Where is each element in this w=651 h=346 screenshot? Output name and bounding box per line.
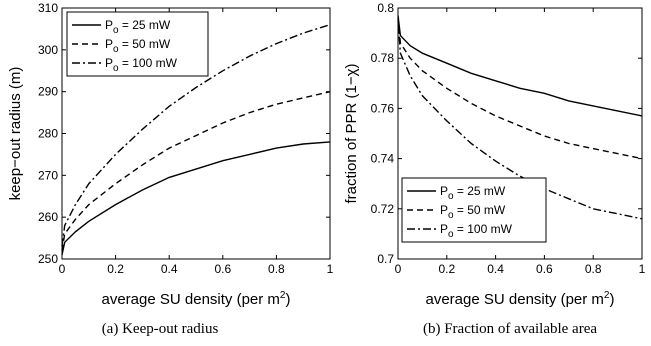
legend-label-p: P	[440, 203, 448, 217]
legend-label-3: Po = 100 mW	[105, 56, 178, 74]
series-line-2	[61, 91, 331, 251]
x-tick-label: 1	[327, 262, 334, 276]
legend-label-rest: = 50 mW	[454, 203, 506, 217]
x-axis-label: average SU density (per m2)	[102, 290, 291, 308]
x-tick-label: 0.6	[214, 262, 231, 276]
legend-box	[66, 11, 209, 77]
x-axis-label-end: )	[285, 291, 290, 308]
y-tick-label: 300	[38, 43, 58, 57]
x-axis-label-text: average SU density (per m	[102, 291, 280, 308]
chart-panel-1: 0 0.2 0.4 0.6 0.8 1 250 260 270 280 290 300 310 avera…	[7, 1, 334, 337]
chart-panel-2: 0 0.2 0.4 0.6 0.8 1 0.7 0.72 0.74 0.76 0.78 0.8 aver…	[343, 1, 646, 337]
y-tick-label: 270	[38, 168, 58, 182]
legend-label-2: Po = 50 mW	[440, 203, 506, 221]
legend-label-p: P	[105, 56, 113, 70]
x-tick-label: 0.4	[487, 262, 504, 276]
y-tick-label: 0.72	[371, 202, 395, 216]
x-tick-label: 0.8	[585, 262, 602, 276]
legend-box	[401, 177, 547, 243]
legend-label-rest: = 100 mW	[119, 56, 178, 70]
x-tick-label: 0.6	[536, 262, 553, 276]
y-tick-label: 290	[38, 85, 58, 99]
legend-label-sub: o	[448, 191, 454, 202]
x-tick-label: 0.8	[268, 262, 285, 276]
y-axis-label: keep−out radius (m)	[7, 67, 24, 201]
y-tick-label: 0.7	[377, 252, 394, 266]
x-tick-label: 1	[639, 262, 646, 276]
series-line-3	[397, 20, 643, 220]
y-tick-label: 260	[38, 210, 58, 224]
legend-label-rest: = 25 mW	[119, 18, 171, 32]
legend-label-1: Po = 25 mW	[105, 18, 171, 36]
x-axis-label: average SU density (per m2)	[426, 290, 615, 308]
x-axis-label-sup: 2	[604, 290, 610, 301]
x-tick-label: 0.2	[438, 262, 455, 276]
series-line-1	[397, 15, 643, 117]
y-tick-label: 0.74	[371, 152, 395, 166]
y-tick-label: 0.78	[371, 51, 395, 65]
legend-label-p: P	[105, 37, 113, 51]
x-tick-label: 0.4	[161, 262, 178, 276]
x-axis-label-end: )	[609, 291, 614, 308]
legend-label-sub: o	[448, 229, 454, 240]
y-tick-label: 0.76	[371, 101, 395, 115]
legend-label-rest: = 100 mW	[454, 222, 513, 236]
y-tick-label: 0.8	[377, 1, 394, 15]
figure-caption: (b) Fraction of available area	[423, 321, 597, 337]
legend-label-3: Po = 100 mW	[440, 222, 513, 240]
series-line-3	[61, 24, 331, 247]
x-axis-label-sup: 2	[280, 290, 286, 301]
legend-label-2: Po = 50 mW	[105, 37, 171, 55]
y-tick-label: 310	[38, 1, 58, 15]
y-axis-label: fraction of PPR (1−χ)	[343, 63, 360, 203]
legend-label-sub: o	[113, 63, 119, 74]
legend-label-rest: = 50 mW	[119, 37, 171, 51]
legend-label-rest: = 25 mW	[454, 184, 506, 198]
series-line-1	[61, 141, 331, 255]
y-tick-label: 280	[38, 127, 58, 141]
y-tick-label: 250	[38, 252, 58, 266]
x-axis-label-text: average SU density (per m	[426, 291, 604, 308]
legend-label-p: P	[440, 222, 448, 236]
x-tick-label: 0	[59, 262, 66, 276]
figure-caption: (a) Keep-out radius	[102, 321, 219, 337]
legend-label-1: Po = 25 mW	[440, 184, 506, 202]
legend-label-sub: o	[448, 210, 454, 221]
legend-label-p: P	[105, 18, 113, 32]
legend-label-p: P	[440, 184, 448, 198]
legend-label-sub: o	[113, 25, 119, 36]
legend-label-sub: o	[113, 44, 119, 55]
x-tick-label: 0.2	[107, 262, 124, 276]
series-line-2	[397, 17, 643, 160]
x-tick-label: 0	[395, 262, 402, 276]
